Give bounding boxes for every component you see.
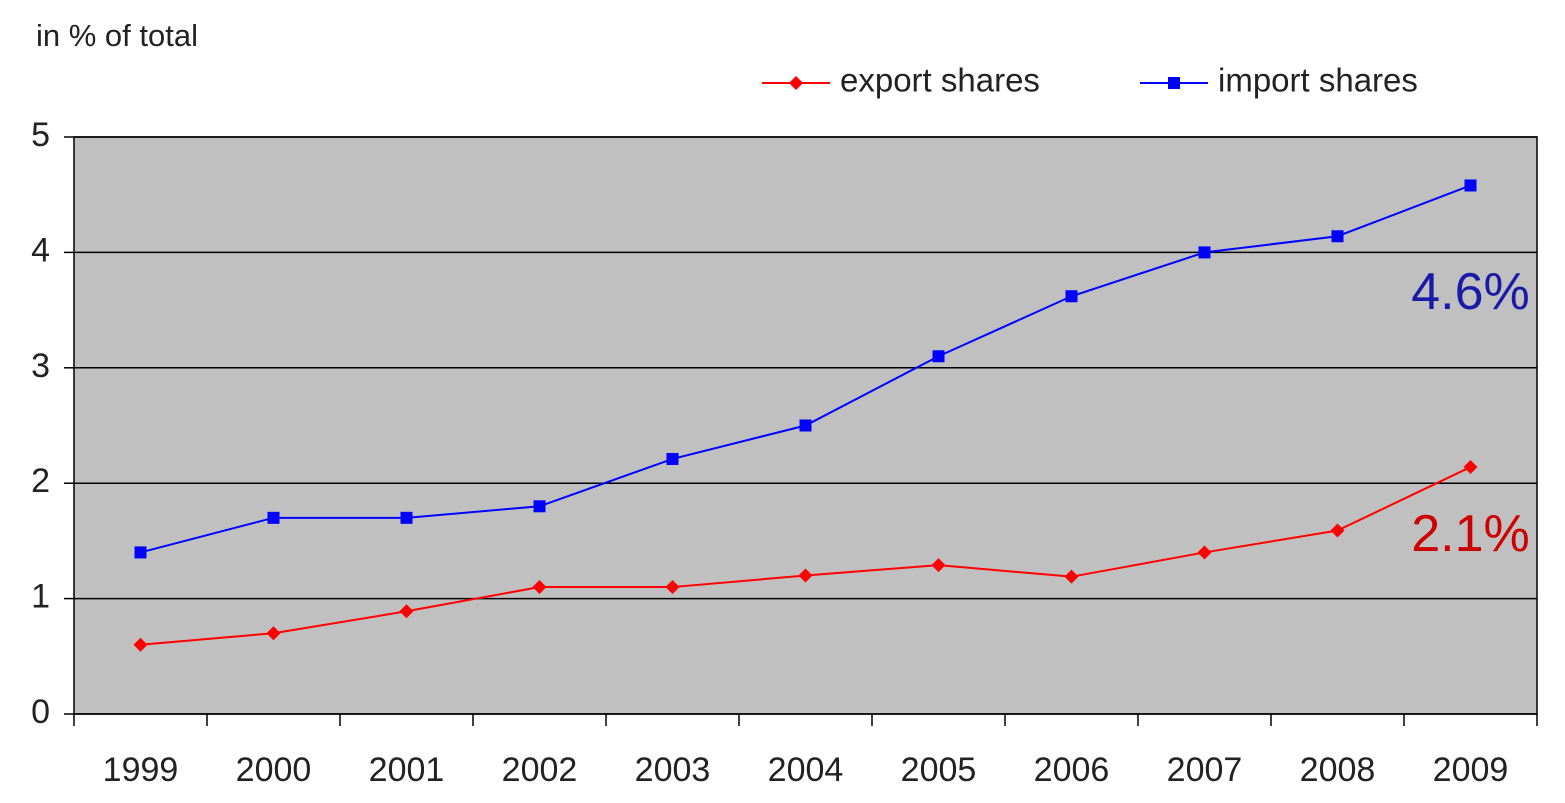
x-tick-label: 2002 [502, 751, 578, 789]
value-label: 2.1% [1411, 505, 1530, 563]
data-point [532, 580, 547, 595]
y-tick-label: 2 [31, 462, 50, 500]
data-point [399, 604, 414, 619]
data-point [798, 568, 813, 583]
x-tick-label: 2007 [1167, 751, 1243, 789]
x-tick-label: 1999 [103, 751, 179, 789]
data-point [1197, 545, 1212, 560]
data-point [1463, 460, 1478, 475]
data-point [1198, 246, 1211, 259]
x-tick-label: 2006 [1034, 751, 1110, 789]
data-point [799, 419, 812, 432]
legend-marker [1168, 77, 1180, 89]
y-tick-label: 0 [31, 693, 50, 731]
data-point [533, 500, 546, 513]
y-axis-label: in % of total [36, 18, 198, 53]
x-tick-label: 2009 [1433, 751, 1509, 789]
x-tick-label: 2003 [635, 751, 711, 789]
legend-marker [789, 76, 803, 90]
data-point [931, 558, 946, 573]
data-point [1331, 230, 1344, 243]
data-point [665, 580, 680, 595]
y-tick-label: 3 [31, 347, 50, 385]
data-point [932, 350, 945, 363]
data-point [1065, 290, 1078, 303]
value-label: 4.6% [1411, 263, 1530, 321]
data-point [267, 511, 280, 524]
y-tick-label: 5 [31, 116, 50, 154]
x-tick-label: 2001 [369, 751, 445, 789]
x-tick-label: 2005 [901, 751, 977, 789]
data-point [133, 637, 148, 652]
legend-label: export shares [840, 62, 1040, 99]
data-point [666, 452, 679, 465]
data-point [1464, 179, 1477, 192]
y-tick-label: 4 [31, 231, 50, 269]
data-point [1330, 523, 1345, 538]
x-tick-label: 2008 [1300, 751, 1376, 789]
x-tick-label: 2000 [236, 751, 312, 789]
data-point [266, 626, 281, 641]
y-tick-label: 1 [31, 578, 50, 616]
x-tick-label: 2004 [768, 751, 844, 789]
data-point [400, 511, 413, 524]
legend-label: import shares [1218, 62, 1418, 99]
data-point [134, 546, 147, 559]
data-point [1064, 569, 1079, 584]
